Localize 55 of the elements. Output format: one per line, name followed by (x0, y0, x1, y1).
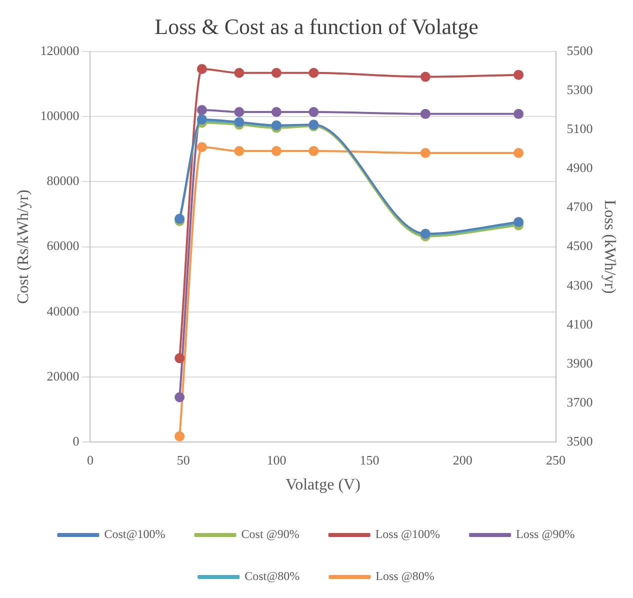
legend-label: Cost @90% (241, 527, 300, 542)
point (514, 148, 524, 158)
legend-label: Cost@100% (104, 527, 166, 542)
y2-axis-title: Loss (kWh/yr) (601, 200, 618, 294)
y2-tick-label: 5500 (566, 42, 593, 58)
x-axis-title: Volatge (V) (286, 476, 360, 494)
y2-tick-label: 4700 (566, 199, 593, 214)
x-tick-label: 200 (452, 452, 472, 468)
y2-tick-label: 5300 (566, 82, 593, 97)
y2-tick-label: 5100 (566, 120, 593, 136)
y2-tick-label: 3700 (566, 394, 593, 410)
legend-label: Cost@80% (244, 569, 300, 584)
legend-label: Loss @80% (376, 569, 434, 584)
point (420, 108, 430, 119)
point (196, 105, 207, 116)
legend-label: Loss @90% (516, 527, 575, 542)
x-tick-label: 50 (176, 452, 190, 468)
point (196, 142, 207, 152)
y2-tick-label: 4500 (566, 238, 593, 254)
point (271, 146, 282, 156)
y-tick-label: 40000 (46, 303, 80, 318)
point (234, 146, 244, 156)
y2-tick-label: 3900 (566, 355, 593, 370)
point (308, 146, 319, 156)
y-tick-label: 120000 (40, 42, 80, 58)
y-tick-label: 20000 (46, 368, 80, 384)
point (174, 392, 185, 402)
legend-label: Loss @100% (375, 527, 440, 542)
y-tick-label: 100000 (40, 108, 80, 123)
y-tick-label: 0 (72, 434, 80, 449)
y-tick-label: 80000 (46, 173, 80, 188)
point (234, 106, 244, 117)
point (514, 70, 524, 80)
point (308, 106, 319, 117)
x-tick-label: 100 (266, 452, 286, 468)
y2-tick-label: 4100 (566, 316, 593, 332)
point (196, 64, 207, 74)
y-axis-title: Cost (Rs/kWh/yr) (14, 190, 32, 304)
x-tick-label: 250 (546, 452, 566, 468)
point (174, 353, 185, 364)
point (174, 431, 185, 442)
point (514, 108, 524, 119)
point (420, 72, 430, 82)
point (308, 68, 319, 78)
point (271, 106, 282, 117)
point (234, 68, 244, 78)
y2-tick-label: 4300 (566, 277, 593, 292)
y-tick-label: 60000 (46, 238, 80, 254)
x-tick-label: 0 (86, 452, 94, 468)
chart-title: Loss & Cost as a function of Volatge (154, 14, 478, 39)
y2-tick-label: 4900 (566, 160, 593, 176)
x-tick-label: 150 (360, 452, 380, 468)
point (271, 68, 282, 78)
y2-tick-label: 3500 (566, 434, 593, 449)
point (420, 148, 430, 158)
